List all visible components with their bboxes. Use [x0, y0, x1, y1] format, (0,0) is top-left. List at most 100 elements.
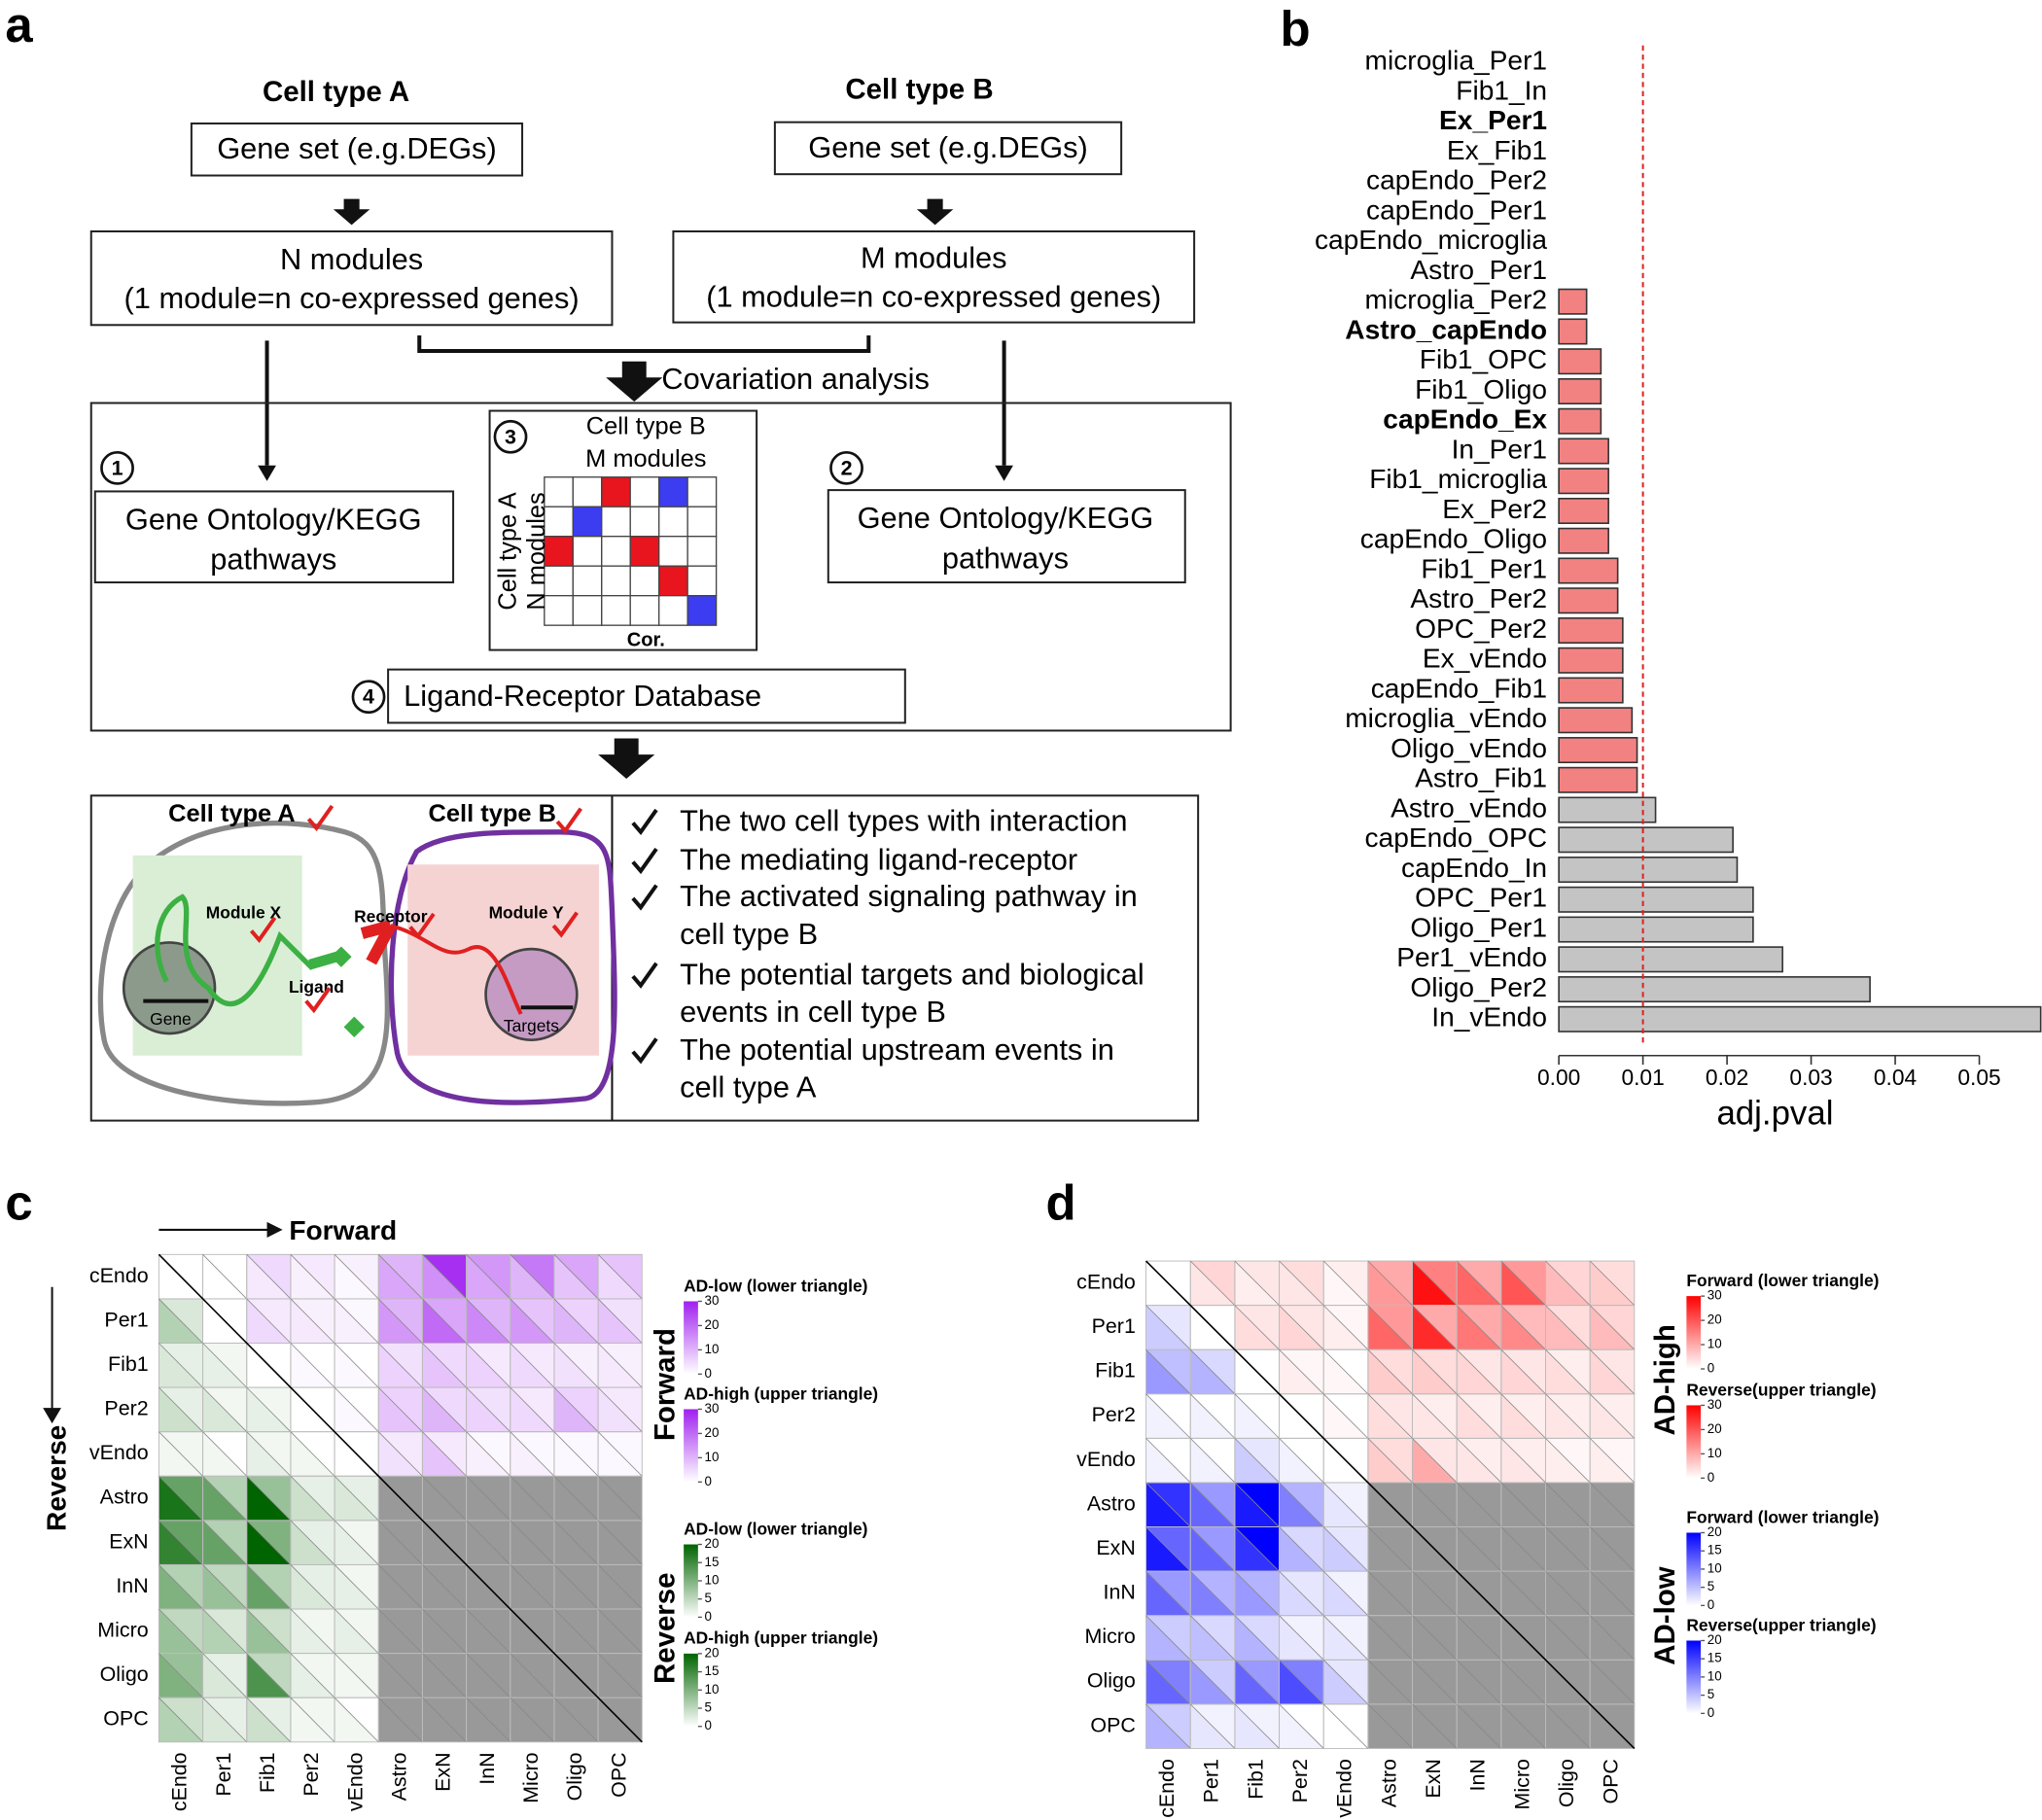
category-label: capEndo_microglia	[1315, 225, 1548, 255]
colorbar-tick-label: 10	[1708, 1560, 1722, 1575]
cell-diagonal	[466, 1431, 511, 1477]
column-label: Micro	[519, 1752, 543, 1802]
category-label: Fib1_In	[1456, 75, 1547, 105]
cell-diagonal	[1589, 1482, 1636, 1527]
category-label: microglia_Per2	[1365, 285, 1548, 315]
cell-diagonal	[246, 1254, 292, 1300]
matrix-cell	[629, 476, 660, 508]
block-label: Forward	[649, 1328, 681, 1441]
colorbar-tick-label: 30	[1708, 1397, 1722, 1412]
cell-diagonal	[1145, 1615, 1191, 1661]
matrix-cell	[658, 476, 688, 508]
bar	[1558, 707, 1634, 734]
cell-diagonal	[553, 1254, 599, 1300]
bar	[1558, 348, 1602, 375]
upper-triangle	[246, 1254, 291, 1299]
covariation-label: Covariation analysis	[661, 362, 930, 396]
legend-title: Forward (lower triangle)	[1686, 1271, 1879, 1290]
colorbar-tick-label: 20	[1708, 1312, 1722, 1327]
legend-title: AD-low (lower triangle)	[684, 1276, 867, 1295]
cell-diagonal	[202, 1254, 248, 1300]
cell-diagonal	[1412, 1615, 1458, 1661]
cell-diagonal	[202, 1386, 248, 1432]
cell-diagonal	[1234, 1526, 1280, 1572]
cell-diagonal	[553, 1520, 599, 1565]
cell-diagonal	[202, 1608, 248, 1654]
bar	[1558, 677, 1624, 704]
colorbar	[684, 1301, 698, 1375]
cell-diagonal	[290, 1298, 335, 1344]
colorbar	[1686, 1296, 1702, 1370]
cell-diagonal	[158, 1608, 203, 1654]
cell-diagonal	[597, 1520, 643, 1565]
column-label: Astro	[387, 1752, 410, 1801]
cell-diagonal	[597, 1431, 643, 1477]
cell-diagonal	[377, 1386, 423, 1432]
x-tick-label: 0.01	[1621, 1065, 1664, 1090]
upper-triangle	[1279, 1571, 1324, 1616]
lower-triangle	[1279, 1261, 1324, 1306]
colorbar	[1686, 1640, 1702, 1714]
cell-diagonal	[1367, 1526, 1413, 1572]
category-label: Ex_vEndo	[1423, 644, 1547, 674]
lower-triangle	[1190, 1261, 1235, 1306]
cell-diagonal	[246, 1386, 292, 1432]
colorbar-tick-label: 20	[705, 1317, 720, 1332]
cell-diagonal	[1279, 1482, 1324, 1527]
bar	[1558, 497, 1609, 525]
colorbar-tick-label: 5	[705, 1700, 712, 1715]
matrix-title: Cell type B	[586, 413, 706, 440]
matrix-cell	[601, 506, 631, 538]
upper-triangle	[334, 1698, 379, 1742]
colorbar-tick-label: 20	[1708, 1632, 1722, 1647]
column-label: Per2	[299, 1752, 323, 1796]
outcome-text: events in cell type B	[680, 995, 946, 1029]
category-label: OPC_Per2	[1415, 613, 1547, 644]
row-label: OPC	[1090, 1713, 1135, 1736]
cell-diagonal	[597, 1475, 643, 1522]
cell-diagonal	[334, 1520, 379, 1565]
cell-diagonal	[510, 1697, 555, 1743]
cell-diagonal	[1322, 1482, 1369, 1527]
gene-label: Gene	[150, 1009, 192, 1029]
column-label: InN	[475, 1752, 499, 1784]
category-label: In_Per1	[1452, 434, 1547, 464]
cell-type-title: Cell type B	[845, 73, 993, 105]
cell-diagonal	[246, 1608, 292, 1654]
cell-diagonal	[246, 1564, 292, 1610]
matrix-cell	[658, 595, 688, 626]
step-badge	[493, 419, 528, 454]
cell-diagonal	[1322, 1393, 1369, 1439]
cell-diagonal	[1234, 1570, 1280, 1616]
cell-diagonal	[158, 1520, 203, 1565]
column-label: Per2	[1288, 1759, 1312, 1802]
category-label: Oligo_vEndo	[1391, 733, 1547, 763]
cell-border	[597, 1697, 643, 1743]
upper-triangle	[1190, 1571, 1235, 1616]
cell-diagonal	[1500, 1660, 1546, 1705]
matrix-cell	[601, 565, 631, 597]
x-tick-label: 0.04	[1874, 1065, 1917, 1090]
cell-diagonal	[597, 1386, 643, 1432]
upper-triangle	[422, 1254, 467, 1299]
database-box	[387, 668, 906, 724]
cell-diagonal	[597, 1653, 643, 1698]
bar	[1558, 796, 1657, 823]
lower-triangle	[1190, 1393, 1235, 1439]
panel-label: b	[1281, 1, 1311, 56]
matrix-axis-label: Cell type A	[494, 492, 521, 610]
bar	[1558, 976, 1871, 1003]
category-label: Oligo_Per2	[1410, 972, 1547, 1002]
cell-diagonal	[1189, 1615, 1236, 1661]
cell-diagonal	[334, 1653, 379, 1698]
matrix-cell	[687, 536, 718, 567]
column-label: Per1	[212, 1752, 235, 1796]
cell-diagonal	[553, 1697, 599, 1743]
lower-triangle	[1590, 1393, 1635, 1439]
cell-diagonal	[1234, 1438, 1280, 1484]
analysis-box	[89, 402, 1232, 732]
row-label: Astro	[100, 1486, 149, 1509]
cell-diagonal	[1589, 1615, 1636, 1661]
pathway-box	[827, 489, 1186, 584]
category-label: Astro_capEndo	[1345, 314, 1547, 344]
